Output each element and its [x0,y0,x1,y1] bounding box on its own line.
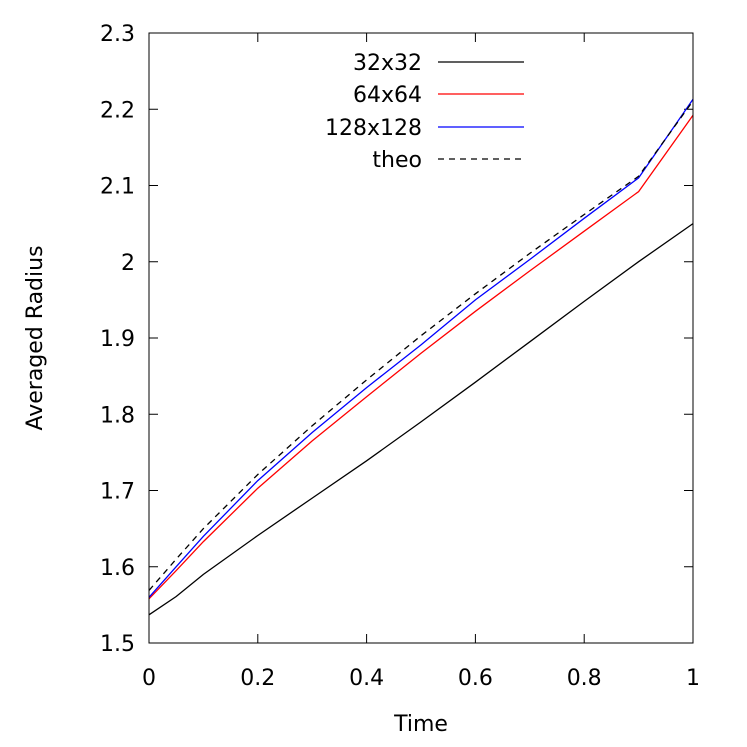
legend-label: theo [372,148,422,173]
y-tick-label: 1.8 [100,403,135,428]
y-tick-label: 2.2 [100,98,135,123]
y-axis-label: Averaged Radius [23,245,48,430]
x-tick-label: 0.4 [349,666,384,691]
y-tick-label: 1.6 [100,556,135,581]
legend-label: 64x64 [353,83,422,108]
y-tick-label: 2.1 [100,175,135,200]
x-tick-label: 0 [142,666,156,691]
x-axis-label: Time [393,712,448,737]
y-tick-label: 1.9 [100,327,135,352]
y-tick-label: 2 [121,251,135,276]
legend-label: 128x128 [325,116,422,141]
y-tick-label: 1.5 [100,632,135,657]
series-line-64x64 [148,114,694,600]
series-line-32x32 [148,223,694,616]
legend: 32x32 64x64 128x128 theo [325,51,524,173]
legend-label: 32x32 [353,51,422,76]
x-tick-label: 0.2 [240,666,275,691]
y-tick-label: 1.7 [100,480,135,505]
plot-frame [148,32,694,644]
series-line-128x128 [148,98,694,598]
x-tick-label: 0.8 [567,666,602,691]
x-tick-label: 0.6 [458,666,493,691]
series-line-theo [148,100,694,591]
ticks: 0 0.2 0.4 0.6 0.8 1 1.5 1.6 1.7 1.8 1.9 2 2.1 2.2 2.3 [100,22,700,691]
y-tick-label: 2.3 [100,22,135,47]
series-lines [148,98,694,616]
x-tick-label: 1 [686,666,700,691]
